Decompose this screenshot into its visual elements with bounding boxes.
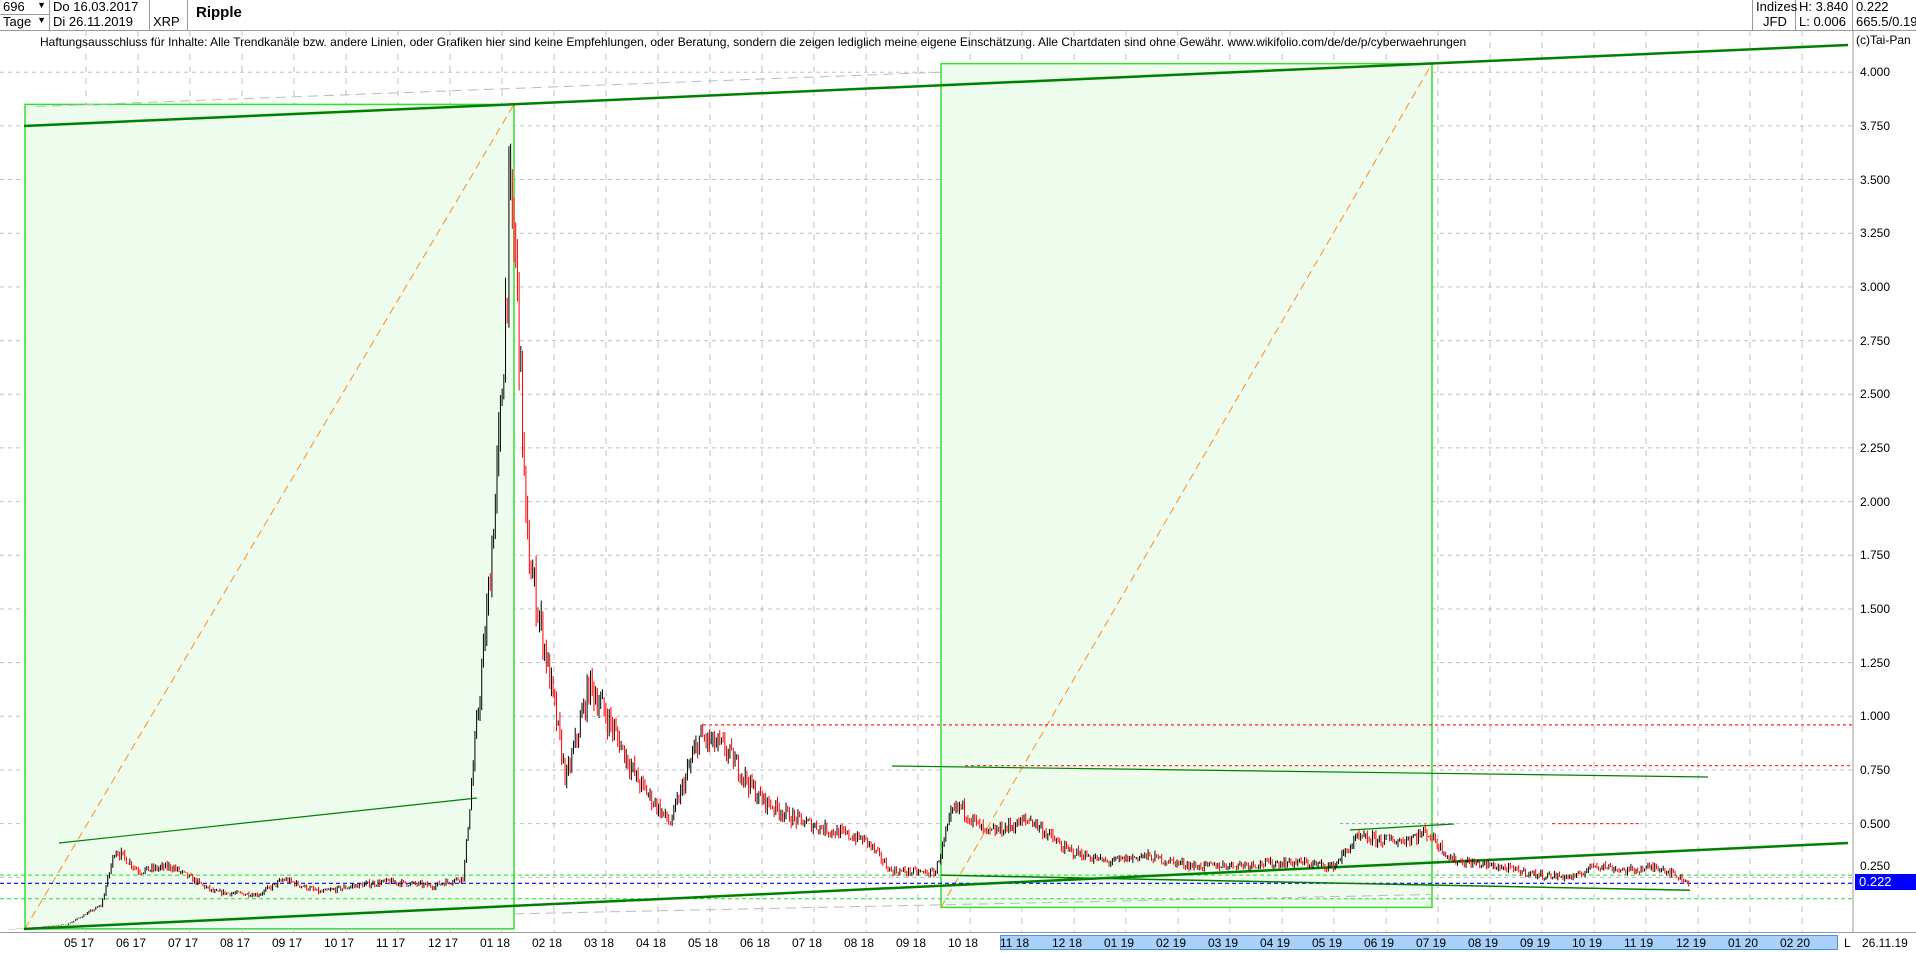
x-tick-label: 01 19 <box>1104 936 1135 950</box>
symbol: XRP <box>153 14 180 29</box>
x-tick-label: 05 18 <box>688 936 719 950</box>
x-tick-label: 11 17 <box>376 936 406 950</box>
count-value: 696 <box>3 0 25 14</box>
y-tick-label: 2.250 <box>1860 440 1891 455</box>
x-tick-label: 08 19 <box>1468 936 1499 950</box>
current-price-tag: 0.222 <box>1855 874 1916 890</box>
x-tick-label: 09 17 <box>272 936 303 950</box>
y-tick-label: 3.000 <box>1860 279 1891 294</box>
x-end-label: L <box>1844 936 1851 950</box>
x-tick-label: 07 19 <box>1416 936 1447 950</box>
x-tick-label: 03 18 <box>584 936 615 950</box>
exchange-label: JFD <box>1763 14 1787 29</box>
y-tick-label: 1.000 <box>1860 709 1891 724</box>
y-tick-label: 3.750 <box>1860 118 1891 133</box>
y-tick-label: 0.500 <box>1860 816 1891 831</box>
last-value: 0.222 <box>1856 0 1889 14</box>
trendline-channel <box>1349 823 1455 831</box>
date-to: Di 26.11.2019 <box>53 14 133 29</box>
trendline-support <box>940 874 1691 891</box>
x-tick-label: 01 20 <box>1728 936 1759 950</box>
extra-value: 665.5/0.19 <box>1856 14 1916 29</box>
x-tick-label: 07 17 <box>168 936 199 950</box>
copyright: (c)Tai-Pan <box>1856 33 1911 47</box>
x-axis[interactable]: L 26.11.19 05 17 06 17 07 17 08 17 09 17 10 1… <box>0 932 1916 953</box>
x-tick-label: 11 18 <box>1000 936 1030 950</box>
trendline-channel <box>58 797 478 844</box>
x-tick-label: 06 19 <box>1364 936 1395 950</box>
x-tick-label: 02 19 <box>1156 936 1187 950</box>
disclaimer-text: Haftungsausschluss für Inhalte: Alle Tre… <box>40 35 1467 49</box>
x-tick-label: 08 17 <box>220 936 251 950</box>
x-tick-label: 02 18 <box>532 936 563 950</box>
y-tick-label: 0.250 <box>1860 859 1891 873</box>
chart-title: Ripple <box>196 4 242 21</box>
x-tick-label: 12 19 <box>1676 936 1707 950</box>
high-value: H: 3.840 <box>1799 0 1849 14</box>
x-tick-label: 09 19 <box>1520 936 1551 950</box>
y-tick-label: 1.250 <box>1860 655 1891 670</box>
x-tick-label: 04 18 <box>636 936 667 950</box>
orange-diagonal <box>940 63 1433 908</box>
y-tick-label: 1.750 <box>1860 548 1891 563</box>
x-tick-label: 06 18 <box>740 936 771 950</box>
chevron-down-icon: ▼ <box>37 15 46 25</box>
x-tick-label: 01 18 <box>480 936 511 950</box>
period-select[interactable]: Tage ▼ <box>0 15 50 30</box>
x-tick-label: 06 17 <box>116 936 147 950</box>
trendline-top <box>23 43 1849 128</box>
x-tick-label: 10 18 <box>948 936 979 950</box>
count-select[interactable]: 696 ▼ <box>0 0 50 15</box>
x-tick-label: 04 19 <box>1260 936 1291 950</box>
x-tick-label: 02 20 <box>1780 936 1811 950</box>
y-tick-label: 3.250 <box>1860 226 1891 241</box>
x-tick-label: 12 18 <box>1052 936 1083 950</box>
period-value: Tage <box>3 14 32 29</box>
gray-dashed-line <box>35 71 942 108</box>
y-tick-label: 4.000 <box>1860 65 1891 80</box>
y-tick-label: 2.750 <box>1860 333 1891 348</box>
x-tick-label: 03 19 <box>1208 936 1239 950</box>
trendline-bottom <box>23 841 1849 931</box>
x-tick-label: 12 17 <box>428 936 459 950</box>
date-from: Do 16.03.2017 <box>53 0 139 14</box>
y-tick-label: 2.500 <box>1860 387 1891 402</box>
orange-diagonal <box>24 104 515 930</box>
visible-range-scrollbar[interactable] <box>1000 935 1838 950</box>
x-tick-label: 07 18 <box>792 936 823 950</box>
gray-dashed-line <box>513 894 1433 915</box>
x-tick-label: 10 17 <box>324 936 355 950</box>
x-tick-label: 08 18 <box>844 936 875 950</box>
x-tick-label: 05 17 <box>64 936 95 950</box>
date-range[interactable]: Do 16.03.2017 Di 26.11.2019 <box>50 0 150 30</box>
low-value: L: 0.006 <box>1799 14 1846 29</box>
chevron-down-icon: ▼ <box>37 0 46 10</box>
trendline-channel <box>891 765 1709 778</box>
y-tick-label: 3.500 <box>1860 172 1891 187</box>
x-tick-label: 11 19 <box>1624 936 1654 950</box>
y-tick-label: 1.500 <box>1860 601 1891 616</box>
x-last-date: 26.11.19 <box>1862 936 1908 950</box>
chart-header: 696 ▼ Tage ▼ Do 16.03.2017 Di 26.11.2019 X… <box>0 0 1916 31</box>
y-tick-label: 0.750 <box>1860 762 1891 777</box>
x-tick-label: 10 19 <box>1572 936 1603 950</box>
y-tick-label: 2.000 <box>1860 494 1891 509</box>
x-tick-label: 09 18 <box>896 936 927 950</box>
x-tick-label: 05 19 <box>1312 936 1343 950</box>
index-label: Indizes <box>1756 0 1798 14</box>
